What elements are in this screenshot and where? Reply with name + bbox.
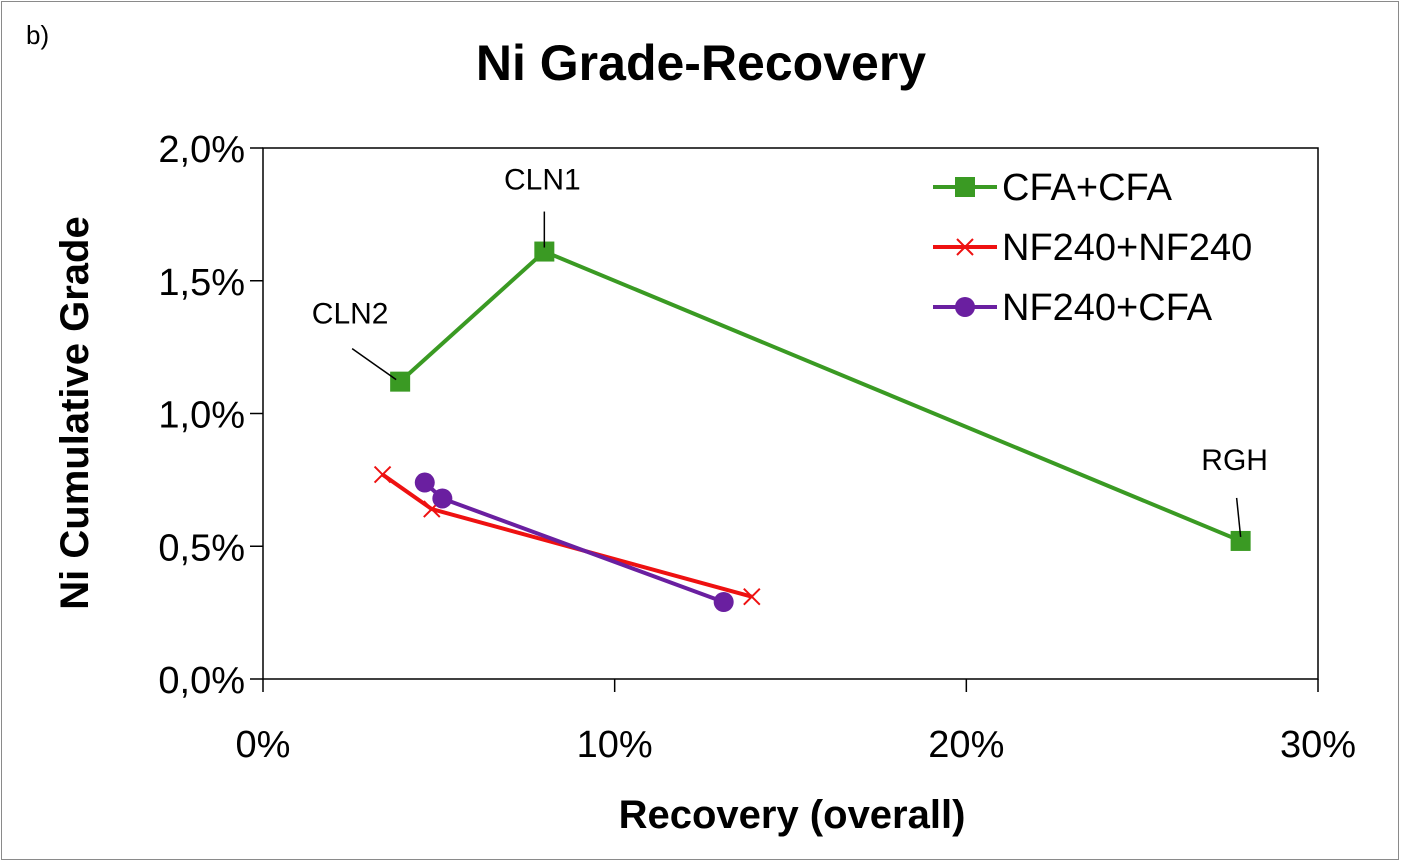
series-nf240-cfa (414, 472, 734, 613)
series-cfa-cfa (390, 241, 1251, 551)
annotation-label: CLN2 (312, 298, 389, 331)
annotation-label: CLN1 (504, 164, 581, 197)
data-point-nf240-nf240 (743, 587, 761, 606)
data-point-nf240-cfa (432, 488, 453, 509)
data-point-nf240-cfa (414, 472, 435, 493)
series-layer (373, 241, 1251, 613)
axes: 0,0% 0,5% 1,0% 1,5% 2,0% 0% 10% 20% 30% (158, 129, 1356, 766)
y-tick-label: 0,5% (158, 527, 245, 569)
y-tick-label: 1,5% (158, 262, 245, 304)
data-point-cfa-cfa (390, 371, 411, 392)
y-tick-label: 2,0% (158, 129, 245, 171)
data-point-cfa-cfa (534, 241, 555, 262)
x-marker-stroke (743, 587, 761, 606)
legend: CFA+CFA NF240+NF240 NF240+CFA (933, 167, 1252, 329)
x-tick-label: 10% (577, 724, 653, 766)
y-tick-label: 0,0% (158, 660, 245, 702)
legend-swatch-marker (955, 177, 975, 197)
legend-item: CFA+CFA (933, 167, 1173, 209)
series-nf240-nf240 (373, 465, 761, 606)
legend-label: CFA+CFA (1002, 167, 1173, 209)
legend-item: NF240+CFA (933, 287, 1213, 329)
legend-label: NF240+NF240 (1002, 227, 1252, 269)
x-axis-label: Recovery (overall) (619, 793, 966, 837)
x-marker-stroke (373, 465, 392, 484)
annotation-leader (1235, 497, 1242, 538)
legend-item: NF240+NF240 (933, 227, 1252, 269)
annotation-layer: CLN1 CLN2 RGH (312, 164, 1268, 538)
y-axis-label: Ni Cumulative Grade (53, 216, 97, 609)
legend-swatch-marker (956, 238, 974, 256)
legend-label: NF240+CFA (1002, 287, 1213, 329)
annotation-leader (351, 348, 397, 381)
annotation-label: RGH (1201, 444, 1268, 477)
y-tick-label: 1,0% (158, 395, 245, 437)
x-tick-label: 0% (236, 724, 291, 766)
data-point-nf240-nf240 (373, 465, 392, 484)
series-line-nf240-cfa (423, 481, 725, 604)
data-point-cfa-cfa (1230, 530, 1251, 551)
x-marker-stroke (956, 238, 974, 256)
x-tick-label: 30% (1280, 724, 1356, 766)
x-tick-label: 20% (928, 724, 1004, 766)
chart-title: Ni Grade-Recovery (476, 35, 926, 91)
data-point-nf240-cfa (713, 592, 734, 613)
panel-label: b) (26, 20, 50, 50)
legend-swatch-marker (955, 297, 975, 317)
